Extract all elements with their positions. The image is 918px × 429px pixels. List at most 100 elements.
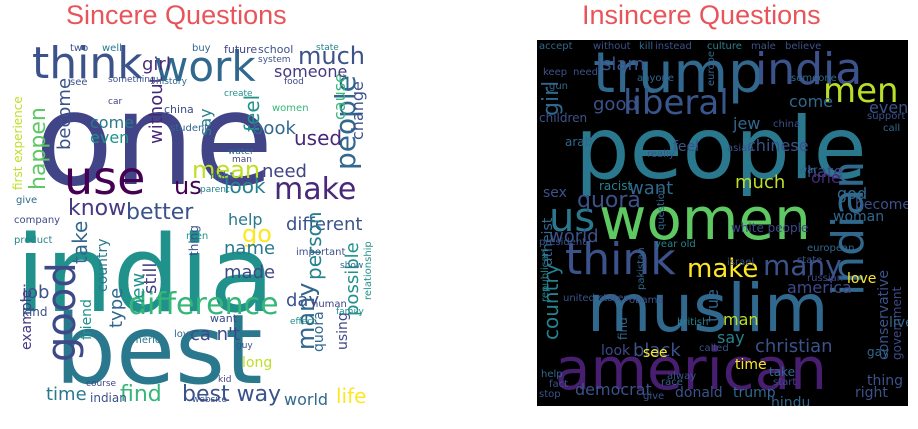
word: alway xyxy=(667,371,697,382)
word: thing xyxy=(867,373,904,389)
word: need xyxy=(573,67,598,78)
word: mean xyxy=(192,156,261,184)
word: india xyxy=(16,213,275,336)
word: thing xyxy=(187,225,201,256)
word: people xyxy=(575,99,867,199)
word: system xyxy=(258,55,291,65)
word: hate xyxy=(807,162,844,181)
word: help xyxy=(541,369,563,380)
word: future xyxy=(224,43,258,56)
word: book xyxy=(252,118,296,139)
word: pakistan xyxy=(636,247,647,290)
word: parent xyxy=(200,185,230,195)
word: arab xyxy=(565,135,593,149)
word: think xyxy=(565,234,676,285)
word: men xyxy=(186,231,209,242)
word: much xyxy=(735,172,786,193)
word: effect xyxy=(290,317,316,327)
word: indian xyxy=(90,391,127,405)
word: make xyxy=(274,172,357,207)
word: european xyxy=(807,243,855,254)
word: food xyxy=(284,77,304,87)
word: better xyxy=(126,200,194,225)
word: gay xyxy=(867,345,890,359)
word: become xyxy=(54,77,75,150)
word: good xyxy=(593,94,638,115)
word: state xyxy=(797,255,823,266)
word: liberal xyxy=(623,83,729,123)
word: relationship xyxy=(363,241,374,300)
word: believe xyxy=(785,41,822,52)
word: long xyxy=(242,355,273,371)
word: call xyxy=(883,123,901,134)
word: family xyxy=(336,307,364,317)
word: stop xyxy=(539,389,561,400)
word: think xyxy=(32,40,143,89)
word: find xyxy=(616,317,630,340)
word: say xyxy=(717,328,745,347)
word: first experience xyxy=(11,96,25,190)
sincere-word-cloud: one india best think work use much make good diff… xyxy=(10,40,390,406)
word: name xyxy=(224,238,276,259)
word: ca n't xyxy=(190,324,241,345)
word: different xyxy=(286,214,363,235)
word: state xyxy=(316,43,339,53)
word: change xyxy=(348,81,367,140)
word: love xyxy=(847,271,877,287)
word: girl xyxy=(142,54,171,75)
word: china xyxy=(773,119,801,130)
word: china xyxy=(164,103,194,116)
word: woman xyxy=(833,209,885,225)
word: jew xyxy=(733,114,761,133)
word: sex xyxy=(543,185,567,201)
word: democrat xyxy=(575,380,652,399)
word: war xyxy=(799,165,818,176)
word: start xyxy=(773,377,797,388)
word: india xyxy=(755,44,863,95)
word: best xyxy=(55,294,263,406)
word: become xyxy=(855,197,908,213)
word: race xyxy=(661,377,683,388)
word: want xyxy=(210,312,238,325)
word: women xyxy=(599,185,811,253)
word: use xyxy=(64,151,146,205)
word: male xyxy=(751,41,776,52)
word: new xyxy=(128,272,149,310)
word: look xyxy=(224,174,266,198)
word: best way xyxy=(182,382,282,406)
word: one xyxy=(811,168,841,187)
word: country xyxy=(95,238,111,292)
word: many xyxy=(763,249,842,282)
word: question xyxy=(656,186,667,230)
word: instead xyxy=(655,41,692,52)
word: called xyxy=(699,343,729,354)
word: keep xyxy=(543,67,568,78)
word: type xyxy=(106,287,127,328)
word: donald xyxy=(675,385,723,401)
word: right xyxy=(210,171,234,182)
word: help xyxy=(228,210,263,229)
word: life xyxy=(336,384,367,406)
word: history xyxy=(156,77,187,87)
word: someone xyxy=(274,62,348,81)
word: hindu xyxy=(771,395,811,406)
word: day xyxy=(286,290,320,311)
word: women xyxy=(272,103,309,114)
word: asian xyxy=(727,143,754,154)
word: happen xyxy=(26,107,51,190)
word: used xyxy=(294,126,343,150)
word: time xyxy=(735,357,767,373)
word: chinese xyxy=(747,136,809,155)
word: america xyxy=(126,335,167,346)
word: car xyxy=(108,97,123,107)
word: guy xyxy=(236,341,253,351)
word: something xyxy=(108,75,156,85)
word: white people xyxy=(731,221,809,235)
word: republican xyxy=(540,249,551,302)
word: difference xyxy=(128,287,279,322)
word: person xyxy=(302,211,326,280)
word: right xyxy=(855,385,888,401)
word: love xyxy=(174,329,195,340)
word: really xyxy=(647,149,675,160)
word: islam xyxy=(597,54,645,75)
